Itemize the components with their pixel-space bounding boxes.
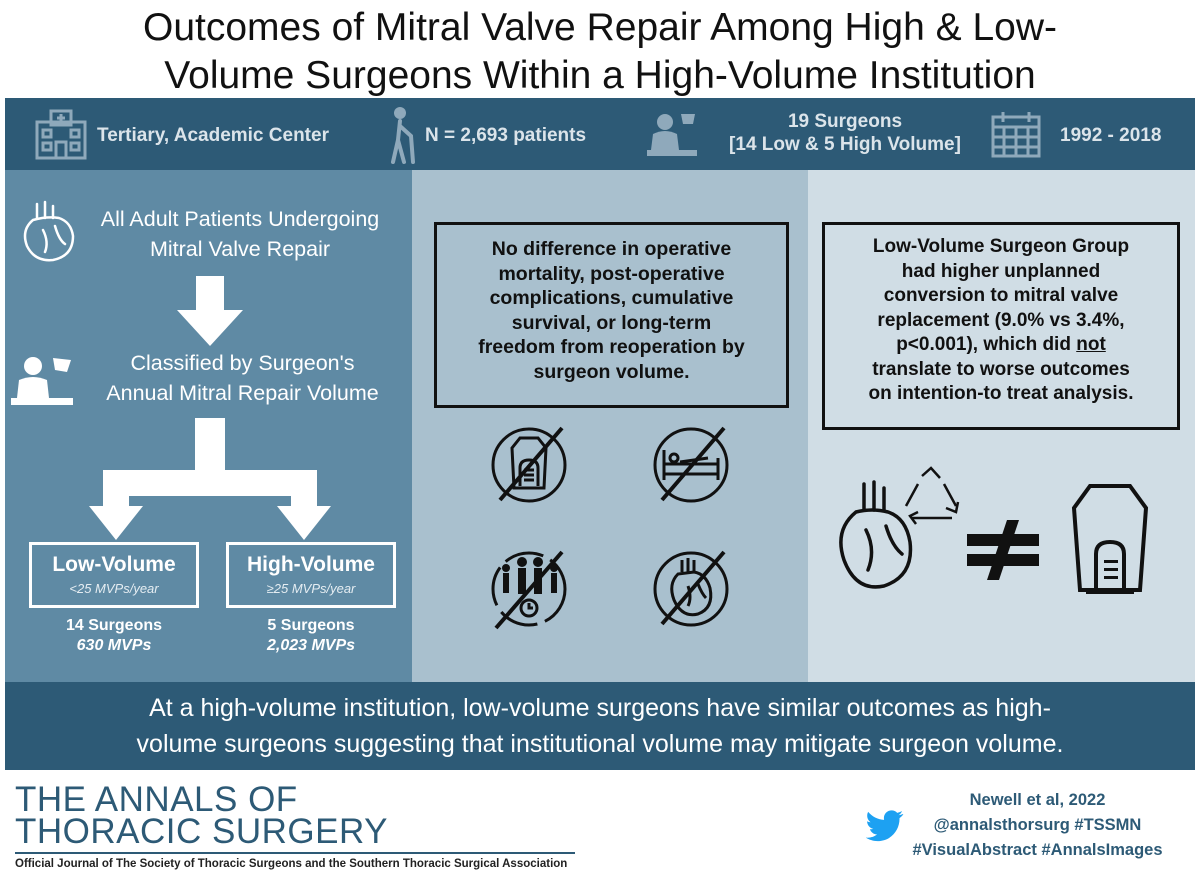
citation-block: Newell et al, 2022 @annalsthorsurg #TSSM… — [912, 791, 1163, 859]
conclusion-text: At a high-volume institution, low-volume… — [136, 694, 1064, 758]
high-volume-counts: 5 Surgeons 2,023 MVPs — [266, 617, 356, 654]
no-reoperation-icon — [653, 550, 729, 627]
twitter-bird-icon — [866, 810, 904, 842]
not-equal-icon — [967, 520, 1039, 580]
surgeon-count: 19 Surgeons [14 Low & 5 High Volume] — [729, 111, 961, 155]
survival-icon — [491, 550, 567, 630]
branch-arrow — [89, 418, 331, 540]
no-complications-icon — [653, 426, 729, 503]
hospital-icon — [35, 109, 87, 160]
patient-walking-icon — [391, 107, 415, 164]
conclusion-band: At a high-volume institution, low-volume… — [5, 682, 1195, 770]
journal-divider — [15, 852, 575, 854]
heart-icon — [839, 480, 913, 589]
classification-text: Classified by Surgeon's Annual Mitral Re… — [106, 351, 379, 405]
down-arrow — [177, 276, 243, 346]
journal-subtitle: Official Journal of The Society of Thora… — [15, 858, 568, 870]
low-volume-box: Low-Volume <25 MVPs/year — [29, 542, 199, 608]
patient-count: N = 2,693 patients — [425, 125, 587, 146]
conversion-panel: Low-Volume Surgeon Group had higher unpl… — [808, 170, 1195, 682]
finding-conversion: Low-Volume Surgeon Group had higher unpl… — [822, 222, 1180, 430]
no-mortality-icon — [491, 426, 567, 503]
heart-icon — [23, 200, 75, 262]
low-volume-counts: 14 Surgeons 630 MVPs — [65, 617, 163, 654]
calendar-icon — [991, 112, 1041, 158]
no-difference-panel: No difference in operative mortality, po… — [412, 170, 808, 682]
study-info-band: Tertiary, Academic Center N = 2,693 pati… — [5, 98, 1195, 170]
study-period: 1992 - 2018 — [1060, 125, 1162, 146]
tombstone-icon — [1071, 484, 1149, 594]
population-text: All Adult Patients Undergoing Mitral Val… — [100, 207, 380, 261]
study-design-panel: All Adult Patients Undergoing Mitral Val… — [5, 170, 412, 682]
surgeon-icon — [11, 357, 73, 405]
high-volume-box: High-Volume ≥25 MVPs/year — [226, 542, 396, 608]
page-title: Outcomes of Mitral Valve Repair Among Hi… — [143, 6, 1057, 97]
recycle-icon — [904, 466, 960, 525]
journal-logo: THE ANNALS OF THORACIC SURGERY — [15, 780, 388, 851]
finding-no-difference: No difference in operative mortality, po… — [434, 222, 789, 408]
surgeon-icon — [647, 114, 697, 156]
institution-type: Tertiary, Academic Center — [97, 125, 329, 146]
